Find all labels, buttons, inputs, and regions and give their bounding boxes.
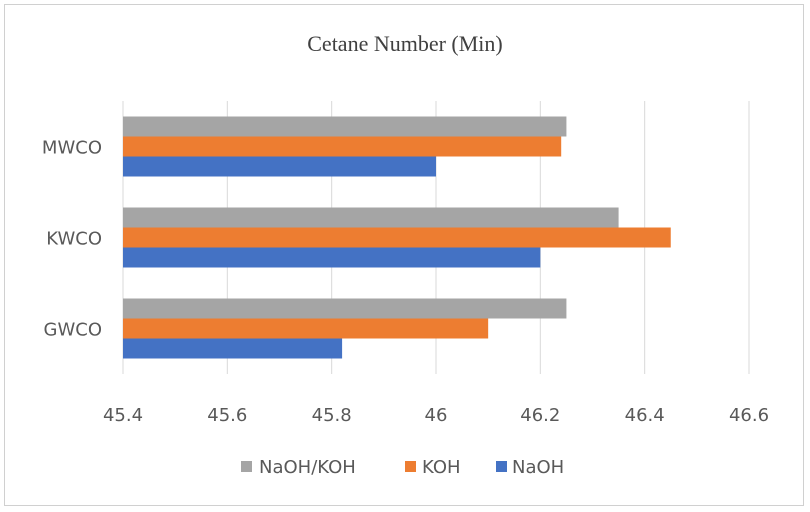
bar-kwco-naoh: [123, 247, 541, 268]
bar-kwco-naoh-koh: [123, 207, 619, 228]
chart-title: Cetane Number (Min): [307, 31, 503, 56]
x-tick-label: 45.8: [312, 405, 352, 426]
category-labels: GWCO KWCO MWCO: [42, 138, 102, 341]
x-tick-label: 46.4: [625, 405, 665, 426]
legend-label-naoh: NaOH: [512, 457, 564, 478]
x-tick-labels: 45.4 45.6 45.8 46 46.2 46.4 46.6: [103, 405, 769, 426]
bar-gwco-naoh-koh: [123, 298, 567, 319]
bar-kwco-koh: [123, 227, 671, 248]
bars: [123, 116, 671, 359]
legend-label-koh: KOH: [422, 457, 461, 478]
category-label-kwco: KWCO: [46, 229, 102, 250]
bar-gwco-koh: [123, 318, 489, 339]
x-tick-label: 46.2: [520, 405, 560, 426]
legend: NaOH/KOH KOH NaOH: [241, 457, 564, 478]
x-tick-label: 45.6: [207, 405, 247, 426]
x-tick-label: 46: [425, 405, 448, 426]
x-tick-label: 45.4: [103, 405, 143, 426]
legend-swatch-naoh-koh: [241, 461, 252, 472]
x-tick-label: 46.6: [729, 405, 769, 426]
bar-mwco-koh: [123, 136, 562, 157]
bar-mwco-naoh: [123, 156, 436, 177]
legend-swatch-naoh: [496, 461, 507, 472]
legend-swatch-koh: [405, 461, 416, 472]
category-label-mwco: MWCO: [42, 138, 102, 159]
legend-label-naoh-koh: NaOH/KOH: [259, 457, 356, 478]
bar-gwco-naoh: [123, 338, 343, 359]
bar-mwco-naoh-koh: [123, 116, 567, 137]
category-label-gwco: GWCO: [44, 320, 102, 341]
